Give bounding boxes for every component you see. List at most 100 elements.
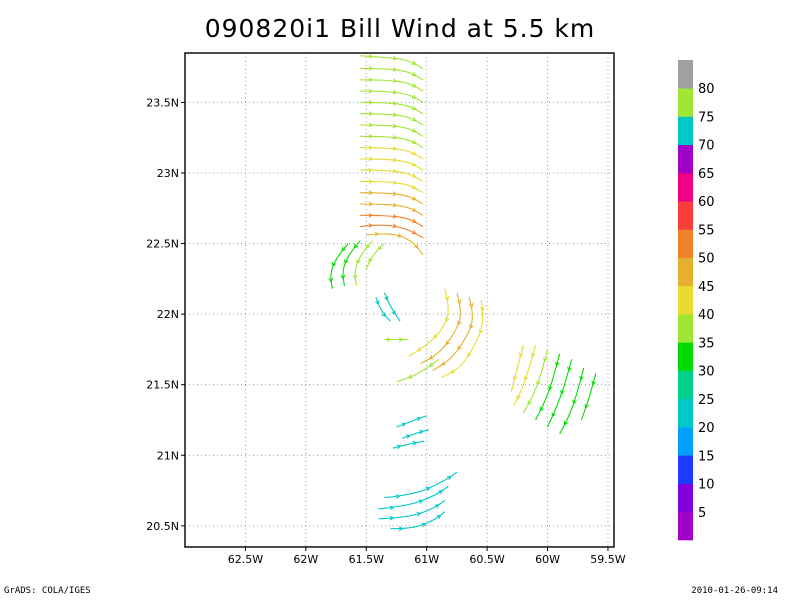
streamline-arrow [352,274,358,280]
streamline-arrow [457,320,462,326]
streamline-arrow [411,105,417,111]
streamline-arrow [368,257,373,263]
x-axis-ticks: 62.5W 62W 61.5W 61W 60.5W 60W 59.5W [228,547,626,566]
streamline-arrow [398,337,404,342]
streamline-arrow [411,117,417,122]
streamline-arrow [368,212,374,218]
streamline [396,415,427,428]
streamline-arrow [396,444,402,450]
colorbar-swatch [678,229,693,258]
x-tick-label: 61.5W [349,553,384,566]
colorbar-label: 80 [698,82,715,97]
streamline-arrow [591,380,596,386]
streamline-arrow [392,89,398,95]
footer-timestamp: 2010-01-26-09:14 [691,586,778,596]
streamline [440,299,484,379]
streamline-arrow [416,416,422,422]
streamline-arrow [579,375,584,381]
streamline-arrow [560,389,565,395]
streamline [408,288,449,357]
streamline-arrow [356,259,361,265]
streamline-arrow [411,184,417,190]
streamline-arrow [456,299,462,305]
streamline-arrow [425,487,431,492]
streamline-arrow [383,295,389,301]
streamline-arrow [377,245,383,250]
streamline-arrow [392,168,398,174]
colorbar-swatch [678,88,693,117]
streamline-arrow [445,317,450,323]
x-tick-label: 59.5W [590,553,625,566]
y-tick-label: 22N [157,308,179,321]
streamline-arrow [567,366,572,372]
streamline-arrow [512,375,518,381]
y-tick-label: 23.5N [146,96,179,109]
streamline-arrow [398,526,404,532]
colorbar-swatch [678,398,693,428]
streamline-arrow [389,505,395,511]
streamline-arrow [411,83,417,88]
streamline-arrow [331,262,337,268]
streamline-arrow [555,361,560,367]
streamline-arrow [365,243,371,249]
streamline-arrow [392,157,398,163]
colorbar-swatch [678,257,693,287]
streamline-arrow [368,133,374,139]
streamline-arrow [368,145,374,150]
streamline-arrow [551,412,556,418]
streamline-arrow [539,406,544,412]
colorbar-swatch [678,483,693,513]
y-tick-label: 20.5N [146,520,179,533]
streamline-arrow [413,243,419,249]
streamline [392,440,425,449]
x-tick-label: 62W [293,553,318,566]
streamline-arrow [412,440,418,446]
y-tick-label: 22.5N [146,238,179,251]
streamline [384,471,458,499]
streamline-arrow [446,475,452,481]
streamline-arrow [411,229,417,235]
colorbar-label: 50 [698,252,715,267]
streamline [432,297,473,372]
colorbar-label: 45 [698,280,715,295]
colorbar-swatch [678,201,693,230]
colorbar-label: 70 [698,139,715,154]
colorbar-label: 60 [698,195,715,210]
streamline [396,358,440,383]
streamline-arrow [543,357,548,363]
streamline-arrow [428,362,434,367]
streamline-arrow [527,400,532,406]
colorbar-swatch [678,314,693,343]
x-tick-label: 61W [414,553,439,566]
streamline-arrow [411,173,417,178]
streamline-arrow [531,352,536,358]
streamline-arrow [344,259,349,265]
streamline-arrow [411,139,417,144]
colorbar-swatch [678,370,693,400]
streamline-arrow [449,369,455,374]
streamline-arrow [445,340,450,346]
streamline-arrow [392,180,398,185]
streamline-arrow [444,295,450,302]
streamline-arrow [392,146,398,151]
streamline-arrow [368,156,374,162]
colorbar-swatch [678,60,693,89]
colorbar-label: 30 [698,365,715,380]
streamline-arrow [395,494,401,499]
streamline-arrow [433,334,438,339]
colorbar-label: 15 [698,449,715,464]
colorbar-swatch [678,511,693,541]
streamline-arrow [368,53,374,59]
streamline-arrow [368,77,374,83]
streamline-arrow [440,361,446,366]
streamline-arrow [411,150,417,156]
streamline-arrow [368,88,374,94]
colorbar-label: 35 [698,336,715,351]
streamline-arrow [469,324,474,330]
streamline-arrow [434,504,440,509]
streamline-arrow [572,399,577,405]
y-tick-label: 23N [157,167,179,180]
colorbar-swatch [678,455,693,484]
streamline-arrow [436,514,442,520]
